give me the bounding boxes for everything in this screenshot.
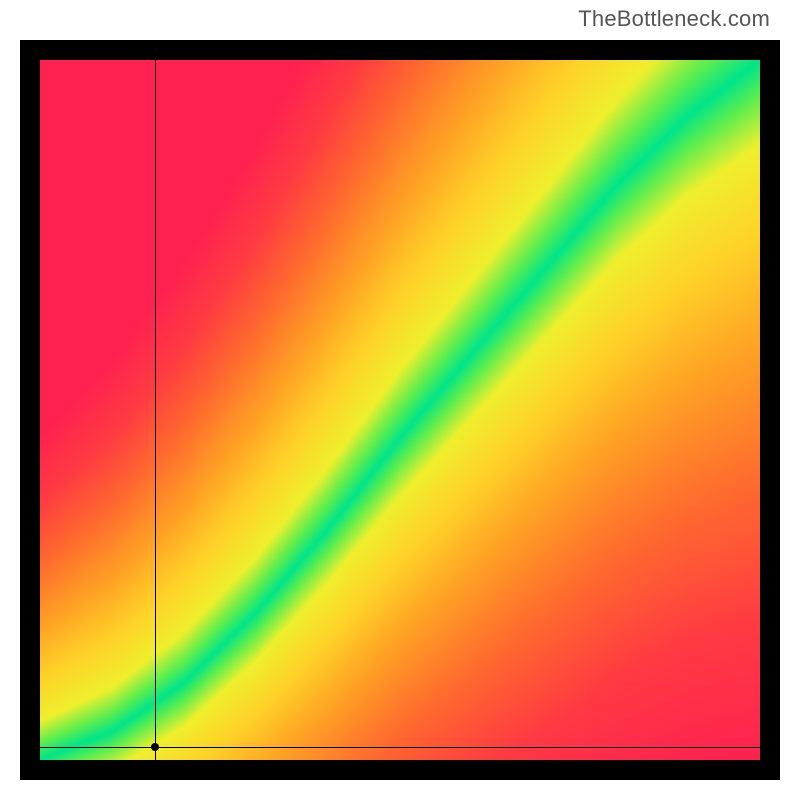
bottleneck-heatmap bbox=[40, 60, 760, 760]
chart-frame bbox=[20, 40, 780, 780]
crosshair-vertical bbox=[155, 60, 156, 760]
plot-area bbox=[40, 60, 760, 760]
watermark-text: TheBottleneck.com bbox=[578, 6, 770, 32]
crosshair-marker bbox=[151, 743, 159, 751]
crosshair-horizontal bbox=[40, 747, 760, 748]
